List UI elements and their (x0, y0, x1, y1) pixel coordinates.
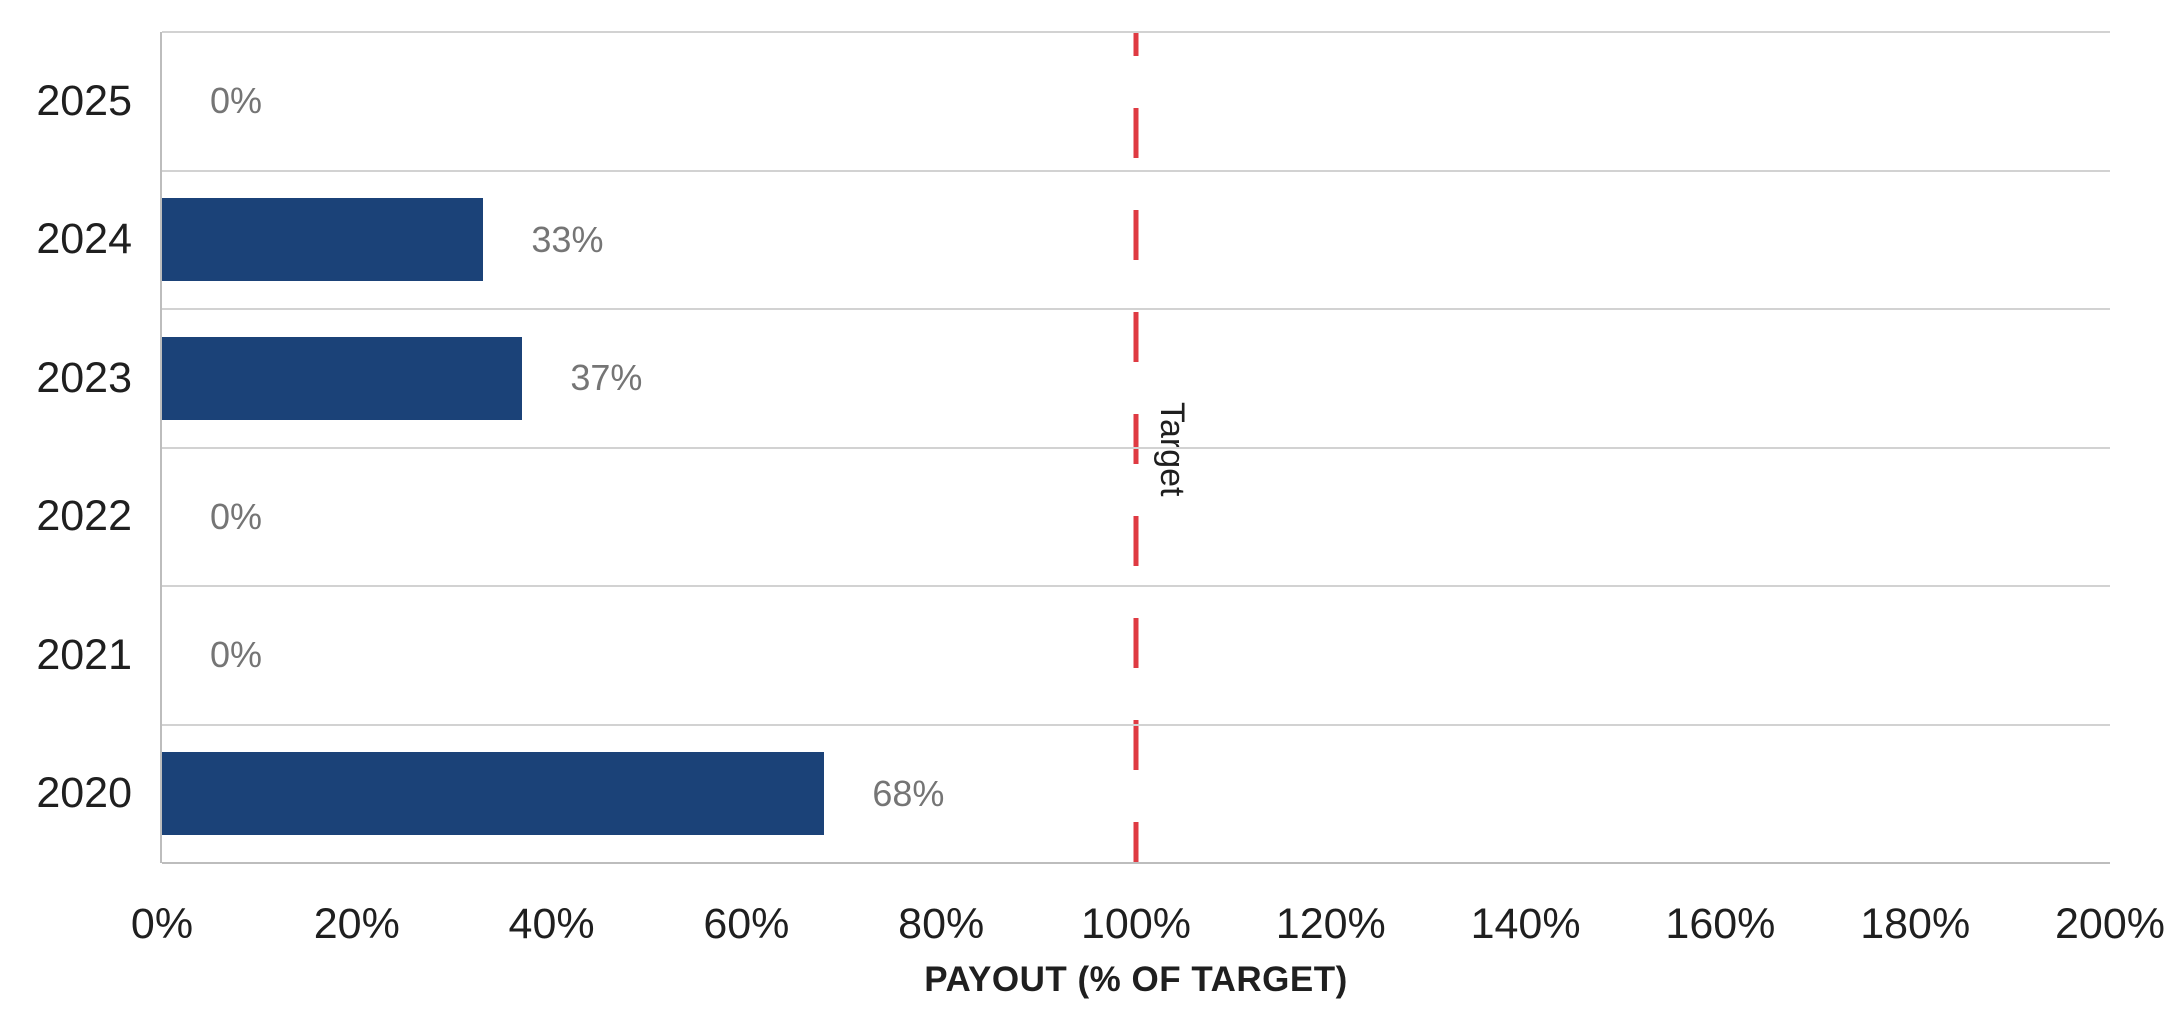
x-tick-label-20%: 20% (313, 900, 400, 948)
category-separator-gridline (162, 723, 2110, 726)
value-label-2024: 33% (531, 218, 604, 260)
x-tick-label-200%: 200% (2055, 900, 2165, 948)
x-tick-label-0%: 0% (130, 900, 194, 948)
x-axis-title: PAYOUT (% OF TARGET) (924, 960, 1348, 999)
value-label-2023: 37% (570, 357, 643, 399)
category-label-2022: 2022 (36, 492, 132, 541)
category-label-2024: 2024 (36, 215, 132, 264)
category-separator-gridline (162, 31, 2110, 33)
bar-2024 (162, 198, 484, 282)
bar-2023 (162, 336, 523, 420)
category-label-2023: 2023 (36, 353, 132, 402)
category-label-2025: 2025 (36, 76, 132, 125)
x-tick-label-120%: 120% (1275, 900, 1386, 948)
x-tick-label-100%: 100% (1081, 900, 1191, 948)
x-axis-line (162, 862, 2110, 864)
value-label-2025: 0% (210, 80, 263, 122)
category-separator-gridline (162, 169, 2110, 172)
value-label-2022: 0% (210, 495, 263, 537)
category-label-2021: 2021 (36, 630, 132, 679)
value-label-2020: 68% (872, 772, 945, 814)
x-tick-label-80%: 80% (898, 900, 985, 948)
category-separator-gridline (162, 585, 2110, 587)
value-label-2021: 0% (210, 634, 263, 676)
x-tick-label-160%: 160% (1665, 900, 1776, 948)
category-separator-gridline (162, 446, 2110, 449)
x-tick-label-60%: 60% (703, 900, 790, 948)
category-label-2020: 2020 (36, 769, 132, 818)
category-separator-gridline (162, 308, 2110, 310)
y-axis-line (160, 32, 162, 863)
x-tick-label-140%: 140% (1470, 900, 1581, 948)
x-tick-label-40%: 40% (508, 900, 595, 948)
x-tick-label-180%: 180% (1860, 900, 1971, 948)
target-line-label: Target (1153, 401, 1191, 497)
bar-2020 (162, 752, 825, 836)
